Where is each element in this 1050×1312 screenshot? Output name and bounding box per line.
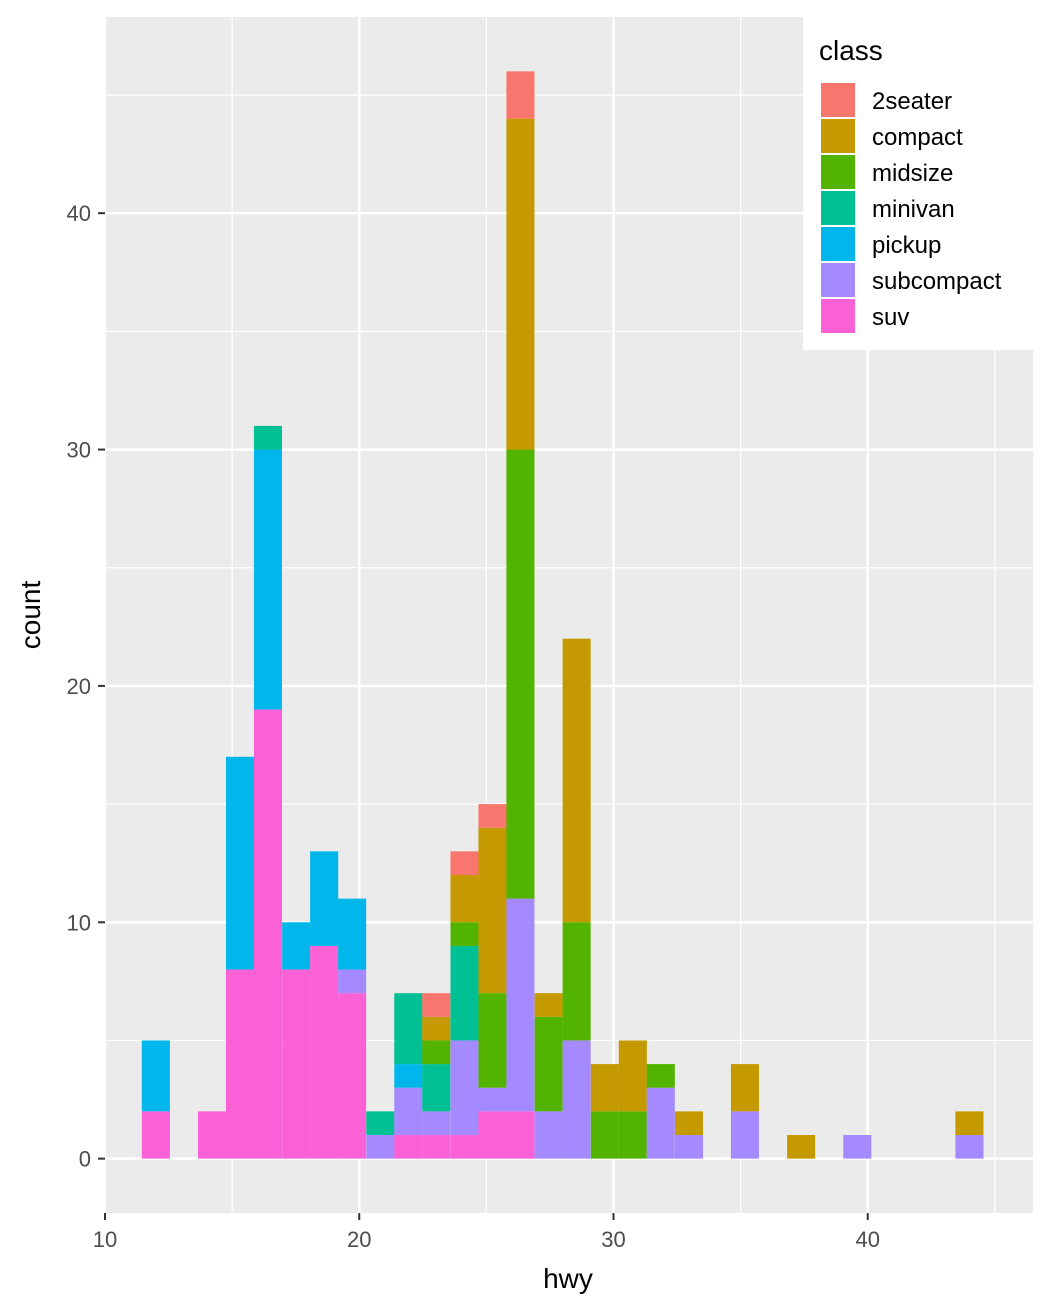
bar-compact: [730, 1064, 759, 1112]
bar-2seater: [450, 851, 479, 875]
bar-suv: [225, 969, 255, 1159]
bar-compact: [955, 1111, 984, 1135]
bar-pickup: [225, 756, 255, 970]
bar-suv: [282, 969, 311, 1159]
bar-minivan: [253, 425, 282, 450]
bar-suv: [478, 1111, 507, 1159]
legend-label-pickup: pickup: [872, 232, 941, 259]
bar-minivan: [422, 1064, 451, 1112]
bar-subcompact: [394, 1087, 423, 1135]
bar-2seater: [506, 71, 535, 119]
bar-suv: [506, 1111, 535, 1159]
legend: class 2seater compact midsize minivan pickup…: [803, 17, 1033, 350]
bar-minivan: [394, 993, 423, 1065]
y-axis-title: count: [15, 581, 46, 650]
legend-key-subcompact: [821, 263, 855, 297]
bar-suv: [198, 1111, 227, 1159]
legend-key-suv: [821, 299, 855, 333]
legend-title: class: [819, 35, 883, 66]
legend-label-compact: compact: [872, 124, 963, 151]
x-tick-label: 40: [855, 1227, 879, 1252]
x-tick-label: 30: [601, 1227, 625, 1252]
x-tick-label: 10: [93, 1227, 117, 1252]
x-tick-label: 20: [347, 1227, 371, 1252]
bar-compact: [422, 1016, 451, 1041]
bar-subcompact: [366, 1135, 395, 1159]
bar-compact: [674, 1111, 704, 1135]
bar-compact: [478, 827, 507, 994]
bar-compact: [590, 1064, 619, 1112]
bar-compact: [787, 1135, 816, 1159]
bar-midsize: [422, 1040, 451, 1065]
bar-subcompact: [646, 1087, 675, 1159]
bar-compact: [450, 875, 479, 923]
bar-subcompact: [730, 1111, 759, 1159]
bar-suv: [422, 1135, 451, 1159]
legend-key-compact: [821, 119, 855, 153]
y-tick-label: 10: [67, 910, 91, 935]
y-tick-label: 40: [67, 201, 91, 226]
bar-suv: [253, 709, 282, 1159]
bar-suv: [338, 993, 367, 1159]
legend-key-midsize: [821, 155, 855, 189]
bar-suv: [394, 1135, 423, 1159]
legend-key-pickup: [821, 227, 855, 261]
y-axis: 0 10 20 30 40: [67, 201, 105, 1172]
bar-subcompact: [506, 898, 535, 1112]
bar-compact: [562, 638, 591, 923]
legend-label-minivan: minivan: [872, 196, 955, 223]
bar-2seater: [422, 993, 451, 1017]
bar-subcompact: [450, 1040, 479, 1135]
bar-subcompact: [562, 1040, 591, 1159]
bar-pickup: [282, 922, 311, 970]
legend-key-minivan: [821, 191, 855, 225]
bar-subcompact: [534, 1111, 563, 1159]
x-axis-title: hwy: [543, 1263, 593, 1294]
bar-midsize: [590, 1111, 619, 1159]
bar-subcompact: [843, 1135, 872, 1159]
bars: [141, 71, 984, 1159]
bar-midsize: [534, 1016, 563, 1112]
bar-subcompact: [338, 969, 367, 994]
bar-pickup: [253, 449, 282, 710]
bar-midsize: [506, 449, 535, 899]
legend-label-subcompact: subcompact: [872, 268, 1002, 295]
bar-pickup: [310, 851, 339, 946]
bar-pickup: [394, 1064, 423, 1088]
y-tick-label: 30: [67, 438, 91, 463]
legend-key-2seater: [821, 83, 855, 117]
bar-midsize: [562, 922, 591, 1041]
bar-2seater: [478, 804, 507, 828]
bar-subcompact: [478, 1087, 507, 1112]
bar-midsize: [646, 1064, 675, 1088]
bar-subcompact: [674, 1135, 704, 1159]
bar-suv: [310, 945, 339, 1159]
bar-midsize: [618, 1111, 647, 1159]
y-tick-label: 20: [67, 674, 91, 699]
bar-pickup: [338, 898, 367, 970]
bar-midsize: [478, 993, 507, 1088]
bar-minivan: [450, 945, 479, 1041]
bar-suv: [450, 1135, 479, 1159]
bar-suv: [141, 1111, 170, 1159]
bar-compact: [618, 1040, 647, 1112]
x-axis: 10 20 30 40: [93, 1213, 880, 1252]
legend-label-midsize: midsize: [872, 160, 953, 187]
bar-midsize: [450, 922, 479, 946]
bar-pickup: [141, 1040, 170, 1112]
bar-subcompact: [955, 1135, 984, 1159]
bar-compact: [534, 993, 563, 1017]
bar-compact: [506, 118, 535, 450]
y-tick-label: 0: [79, 1147, 91, 1172]
bar-subcompact: [422, 1111, 451, 1135]
legend-keys: 2seater compact midsize minivan pickup subcom…: [821, 83, 1002, 333]
bar-minivan: [366, 1111, 395, 1135]
legend-label-2seater: 2seater: [872, 88, 952, 115]
legend-label-suv: suv: [872, 304, 909, 331]
